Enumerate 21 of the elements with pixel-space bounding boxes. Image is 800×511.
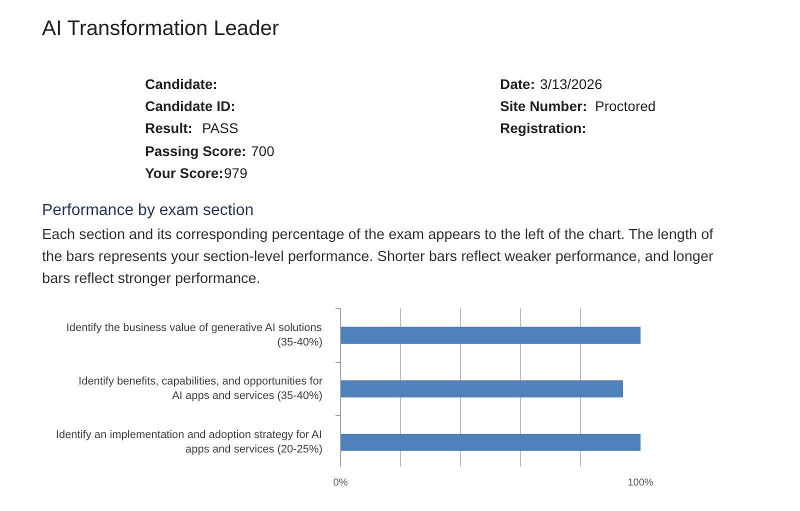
text: Each section and its corresponding percentage of the exam appears to the left of the chart. The length of the bars represents your section-level performance. Shorter bars reflect weaker performance, and longer bars reflect stronger performance. [42, 226, 714, 289]
text: 3/13/2026 [540, 75, 602, 94]
y-tick-label: Identify the business value of generative AI solutions (35-40%) [66, 322, 323, 348]
y-tick-label: Identify benefits, capabilities, and opportunities for AI apps and services (35-40%) [78, 376, 323, 402]
text: Date: [500, 75, 536, 94]
text: Registration: [500, 119, 586, 138]
text: 979 [224, 164, 248, 183]
text: Your Score: [145, 164, 224, 183]
text: Candidate: [145, 75, 218, 94]
text: Site Number: [500, 97, 588, 116]
text: 700 [251, 142, 274, 161]
text: Result: [145, 119, 192, 138]
text: Candidate ID: [145, 97, 236, 116]
x-tick-label: 100% [628, 478, 654, 488]
text: Passing Score: [145, 142, 246, 161]
text: PASS [202, 119, 238, 138]
text: Proctored [595, 97, 656, 116]
x-tick-label: 0% [333, 478, 348, 488]
text: AI Transformation Leader [42, 16, 279, 42]
text: Performance by exam section [42, 201, 254, 221]
y-tick-label: Identify an implementation and adoption strategy for AI apps and services (20-25%) [56, 429, 323, 456]
